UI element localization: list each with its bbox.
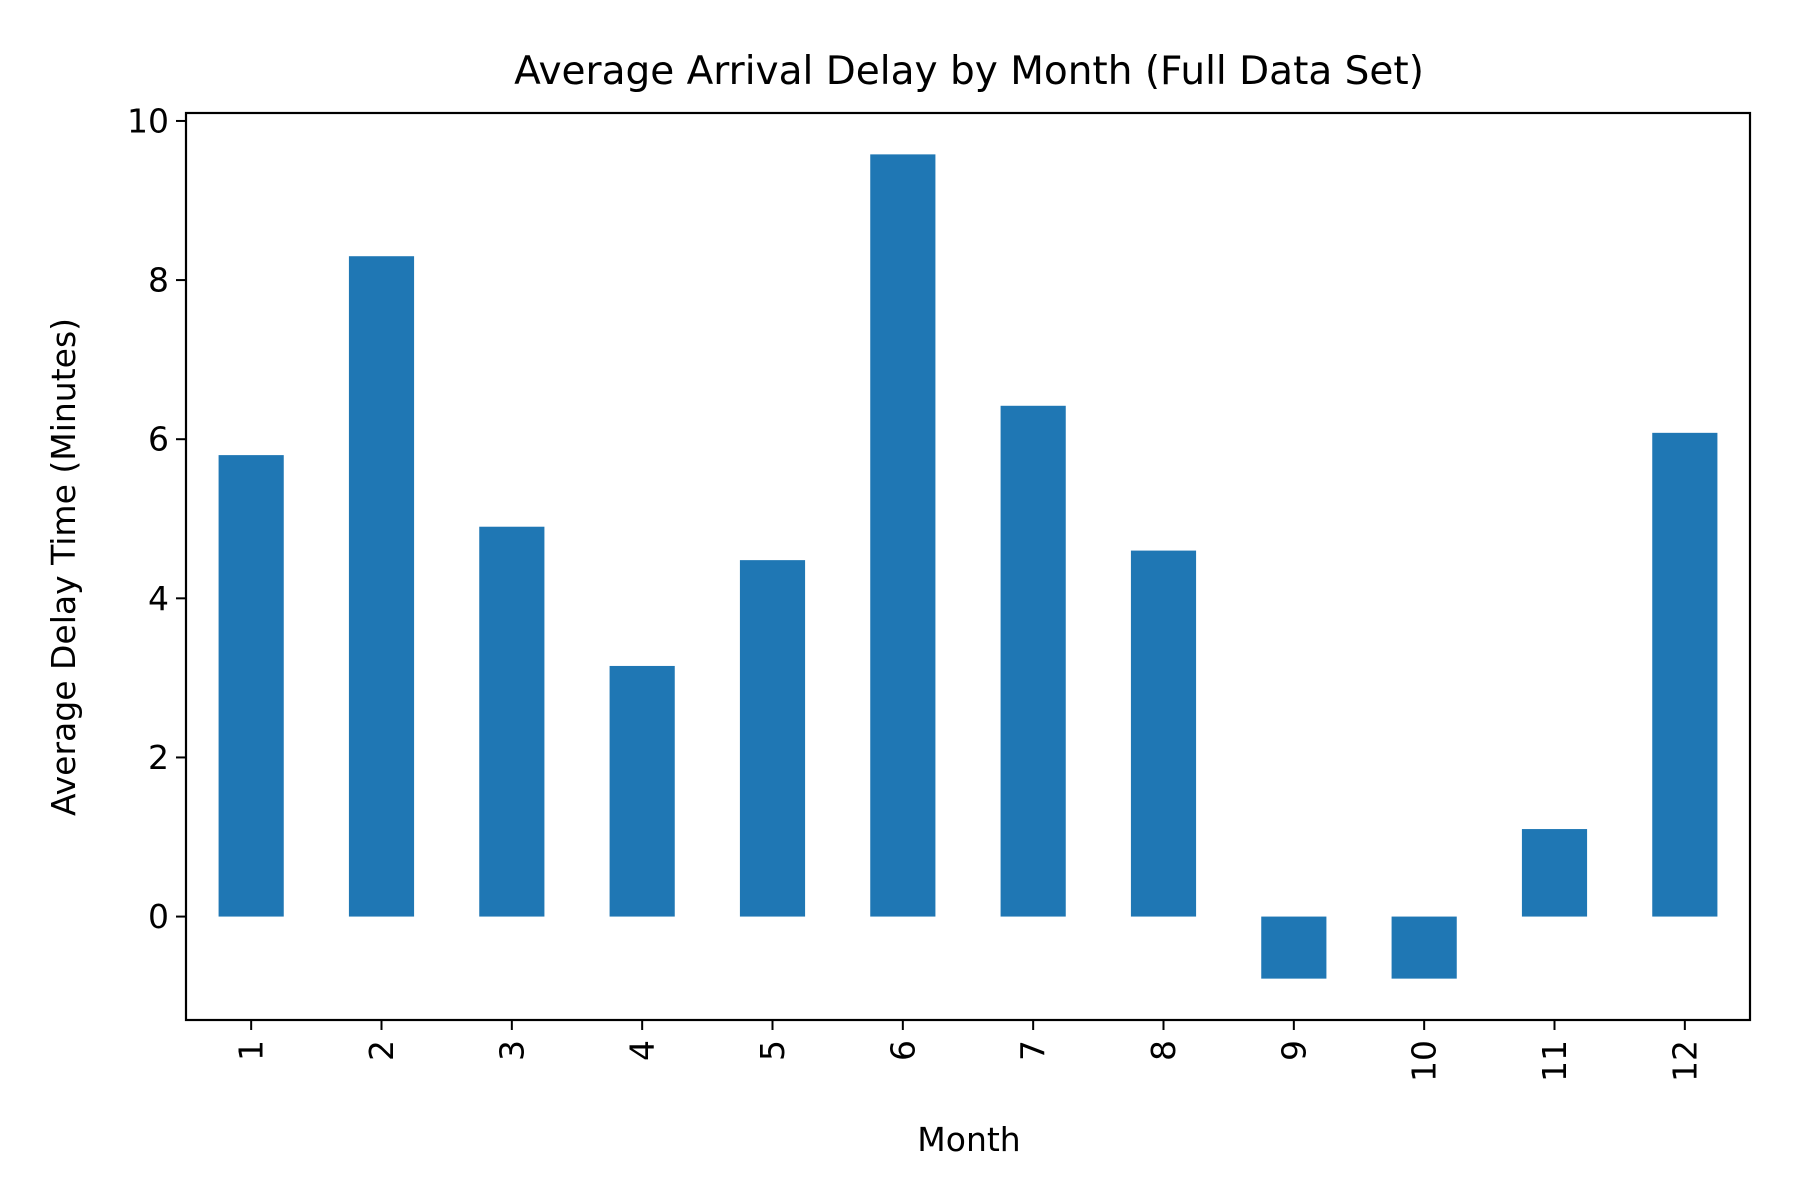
x-axis-label: Month [917,1120,1020,1159]
bar-month-8 [1130,550,1197,917]
y-axis: 0 2 4 6 8 10 [127,101,186,936]
x-tick-label: 8 [1144,1040,1183,1061]
plot-area-frame [184,111,1752,1022]
y-tick-label: 6 [148,420,169,459]
bar-month-5 [739,560,806,917]
bar-month-12 [1652,432,1718,917]
bar-month-4 [609,665,675,917]
y-axis-label: Average Delay Time (Minutes) [44,318,83,816]
x-tick-label: 5 [753,1040,792,1061]
x-tick-label: 9 [1274,1040,1313,1061]
bar-month-11 [1521,829,1588,917]
x-tick-label: 6 [883,1040,922,1061]
bar-month-3 [479,526,545,917]
x-tick-label: 7 [1014,1040,1053,1061]
x-tick-label: 4 [623,1040,662,1061]
x-tick-label: 10 [1405,1040,1444,1082]
chart-title: Average Arrival Delay by Month (Full Dat… [514,49,1424,94]
y-tick-label: 8 [148,261,169,300]
bar-month-1 [218,455,284,917]
x-tick-label: 3 [492,1040,531,1061]
bar-month-6 [870,154,936,917]
x-axis: 1 2 3 4 5 6 7 8 9 10 11 12 [232,1020,1704,1082]
bar-month-10 [1391,916,1457,979]
y-tick-label: 4 [148,579,169,618]
x-tick-label: 1 [232,1040,271,1061]
x-tick-label: 2 [362,1040,401,1061]
x-tick-label: 11 [1535,1040,1574,1082]
bar-month-2 [348,256,415,917]
y-tick-label: 2 [148,738,169,777]
x-tick-label: 12 [1665,1040,1704,1082]
y-tick-label: 10 [127,101,169,140]
bar-month-9 [1261,916,1327,979]
bar-month-7 [1000,405,1066,917]
y-tick-label: 0 [148,897,169,936]
bars-group [218,154,1718,979]
